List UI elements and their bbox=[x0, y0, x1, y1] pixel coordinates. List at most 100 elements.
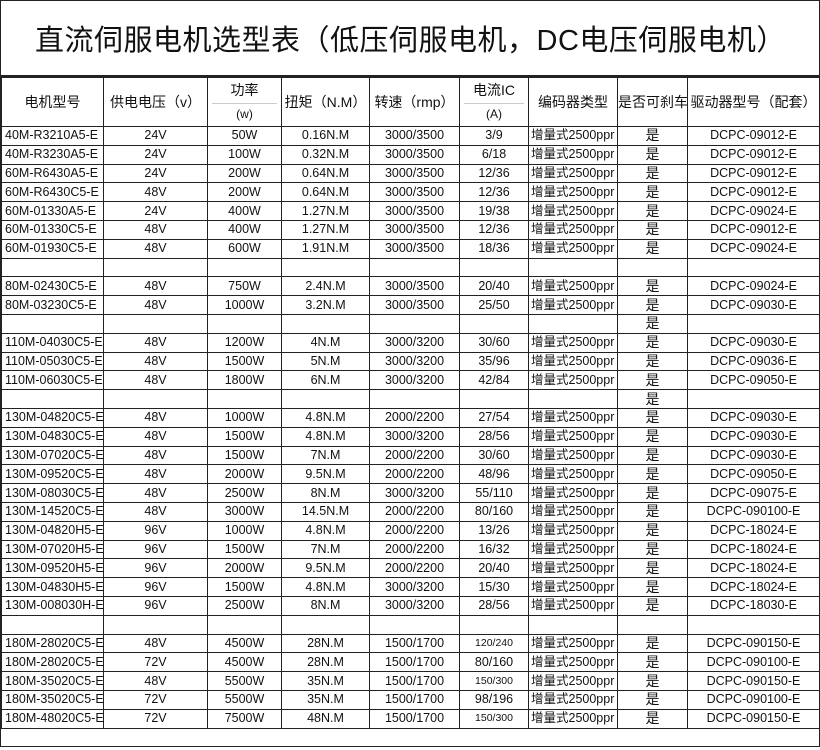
driver-cell: DCPC-09024-E bbox=[687, 238, 820, 259]
power-cell bbox=[207, 257, 282, 278]
speed-cell: 3000/3200 bbox=[369, 351, 460, 372]
power-cell: 200W bbox=[207, 163, 282, 184]
header-power-unit: (w) bbox=[212, 102, 277, 123]
encoder-cell bbox=[528, 257, 618, 278]
encoder-cell: 增量式2500ppr bbox=[528, 201, 618, 221]
voltage-cell: 48V bbox=[103, 633, 208, 654]
brake-cell: 是 bbox=[617, 633, 688, 654]
torque-cell: 28N.M bbox=[281, 633, 370, 654]
encoder-cell: 增量式2500ppr bbox=[528, 332, 618, 353]
brake-cell: 是 bbox=[617, 539, 688, 560]
torque-cell: 7N.M bbox=[281, 539, 370, 560]
brake-cell: 是 bbox=[617, 577, 688, 597]
voltage-cell: 24V bbox=[103, 144, 208, 165]
table-row: 130M-04820C5-E 48V 1000W 4.8N.M 2000/2200 27/… bbox=[1, 407, 820, 428]
torque-cell bbox=[281, 257, 370, 278]
encoder-cell: 增量式2500ppr bbox=[528, 595, 618, 616]
current-cell: 16/32 bbox=[459, 539, 529, 560]
model-cell: 180M-35020C5-E bbox=[1, 689, 104, 710]
brake-cell: 是 bbox=[617, 407, 688, 428]
voltage-cell: 48V bbox=[103, 464, 208, 485]
driver-cell: DCPC-09050-E bbox=[687, 464, 820, 485]
power-cell: 750W bbox=[207, 276, 282, 297]
table-row: 60M-01330A5-E 24V 400W 1.27N.M 3000/3500 19/3… bbox=[1, 201, 820, 221]
power-cell: 400W bbox=[207, 201, 282, 221]
driver-cell: DCPC-09012-E bbox=[687, 163, 820, 184]
brake-cell: 是 bbox=[617, 144, 688, 165]
driver-cell: DCPC-09012-E bbox=[687, 182, 820, 203]
driver-cell: DCPC-09012-E bbox=[687, 219, 820, 240]
voltage-cell: 48V bbox=[103, 276, 208, 297]
model-cell: 110M-05030C5-E bbox=[1, 351, 104, 372]
voltage-cell: 48V bbox=[103, 219, 208, 240]
motor-selection-table: 电机型号 供电电压（v） 功率 (w) 扭矩（N.M） 转速（rmp） 电流IC (… bbox=[1, 77, 820, 729]
brake-cell: 是 bbox=[617, 276, 688, 297]
model-cell: 180M-48020C5-E bbox=[1, 708, 104, 729]
power-cell: 1000W bbox=[207, 295, 282, 315]
encoder-cell: 增量式2500ppr bbox=[528, 689, 618, 710]
current-cell: 19/38 bbox=[459, 201, 529, 221]
current-cell: 12/36 bbox=[459, 219, 529, 240]
brake-cell bbox=[617, 614, 688, 635]
model-cell: 130M-07020C5-E bbox=[1, 445, 104, 466]
model-cell: 60M-01930C5-E bbox=[1, 238, 104, 259]
power-cell: 5500W bbox=[207, 671, 282, 691]
table-row: 130M-04830H5-E 96V 1500W 4.8N.M 3000/3200 15/… bbox=[1, 577, 820, 597]
encoder-cell: 增量式2500ppr bbox=[528, 539, 618, 560]
torque-cell: 4.8N.M bbox=[281, 426, 370, 447]
voltage-cell: 24V bbox=[103, 126, 208, 146]
driver-cell: DCPC-09012-E bbox=[687, 144, 820, 165]
table-row bbox=[1, 257, 820, 278]
model-cell: 130M-04820C5-E bbox=[1, 407, 104, 428]
header-driver: 驱动器型号（配套） bbox=[687, 77, 820, 127]
table-row: 130M-09520H5-E 96V 2000W 9.5N.M 2000/2200 20/… bbox=[1, 558, 820, 579]
speed-cell: 1500/1700 bbox=[369, 652, 460, 673]
table-row: 130M-08030C5-E 48V 2500W 8N.M 3000/3200 55/11… bbox=[1, 483, 820, 503]
brake-cell bbox=[617, 257, 688, 278]
torque-cell bbox=[281, 614, 370, 635]
header-current-unit: (A) bbox=[464, 102, 524, 123]
speed-cell: 3000/3500 bbox=[369, 276, 460, 297]
driver-cell bbox=[687, 389, 820, 409]
current-cell: 25/50 bbox=[459, 295, 529, 315]
header-torque: 扭矩（N.M） bbox=[281, 77, 370, 127]
voltage-cell: 72V bbox=[103, 708, 208, 729]
table-row: 40M-R3230A5-E 24V 100W 0.32N.M 3000/3500 6/18… bbox=[1, 144, 820, 165]
header-row: 电机型号 供电电压（v） 功率 (w) 扭矩（N.M） 转速（rmp） 电流IC (… bbox=[1, 77, 820, 127]
speed-cell: 2000/2200 bbox=[369, 445, 460, 466]
encoder-cell bbox=[528, 389, 618, 409]
header-brake: 是否可刹车 bbox=[617, 77, 688, 127]
header-voltage: 供电电压（v） bbox=[103, 77, 208, 127]
power-cell: 4500W bbox=[207, 633, 282, 654]
driver-cell bbox=[687, 257, 820, 278]
brake-cell: 是 bbox=[617, 163, 688, 184]
model-cell: 130M-14520C5-E bbox=[1, 501, 104, 522]
torque-cell: 9.5N.M bbox=[281, 558, 370, 579]
power-cell: 1500W bbox=[207, 426, 282, 447]
current-cell bbox=[459, 614, 529, 635]
brake-cell: 是 bbox=[617, 182, 688, 203]
speed-cell: 2000/2200 bbox=[369, 558, 460, 579]
table-row: 180M-28020C5-E 48V 4500W 28N.M 1500/1700 120/… bbox=[1, 633, 820, 654]
model-cell: 180M-35020C5-E bbox=[1, 671, 104, 691]
brake-cell: 是 bbox=[617, 558, 688, 579]
power-cell: 1500W bbox=[207, 539, 282, 560]
current-cell: 80/160 bbox=[459, 652, 529, 673]
current-cell: 12/36 bbox=[459, 163, 529, 184]
brake-cell: 是 bbox=[617, 426, 688, 447]
torque-cell: 4.8N.M bbox=[281, 407, 370, 428]
current-cell: 12/36 bbox=[459, 182, 529, 203]
voltage-cell: 24V bbox=[103, 201, 208, 221]
power-cell: 7500W bbox=[207, 708, 282, 729]
encoder-cell: 增量式2500ppr bbox=[528, 558, 618, 579]
torque-cell: 9.5N.M bbox=[281, 464, 370, 485]
voltage-cell: 48V bbox=[103, 671, 208, 691]
current-cell bbox=[459, 389, 529, 409]
model-cell: 60M-R6430A5-E bbox=[1, 163, 104, 184]
table-row: 60M-01330C5-E 48V 400W 1.27N.M 3000/3500 12/3… bbox=[1, 219, 820, 240]
voltage-cell: 72V bbox=[103, 652, 208, 673]
current-cell: 28/56 bbox=[459, 595, 529, 616]
model-cell: 60M-R6430C5-E bbox=[1, 182, 104, 203]
brake-cell: 是 bbox=[617, 464, 688, 485]
driver-cell: DCPC-09030-E bbox=[687, 445, 820, 466]
